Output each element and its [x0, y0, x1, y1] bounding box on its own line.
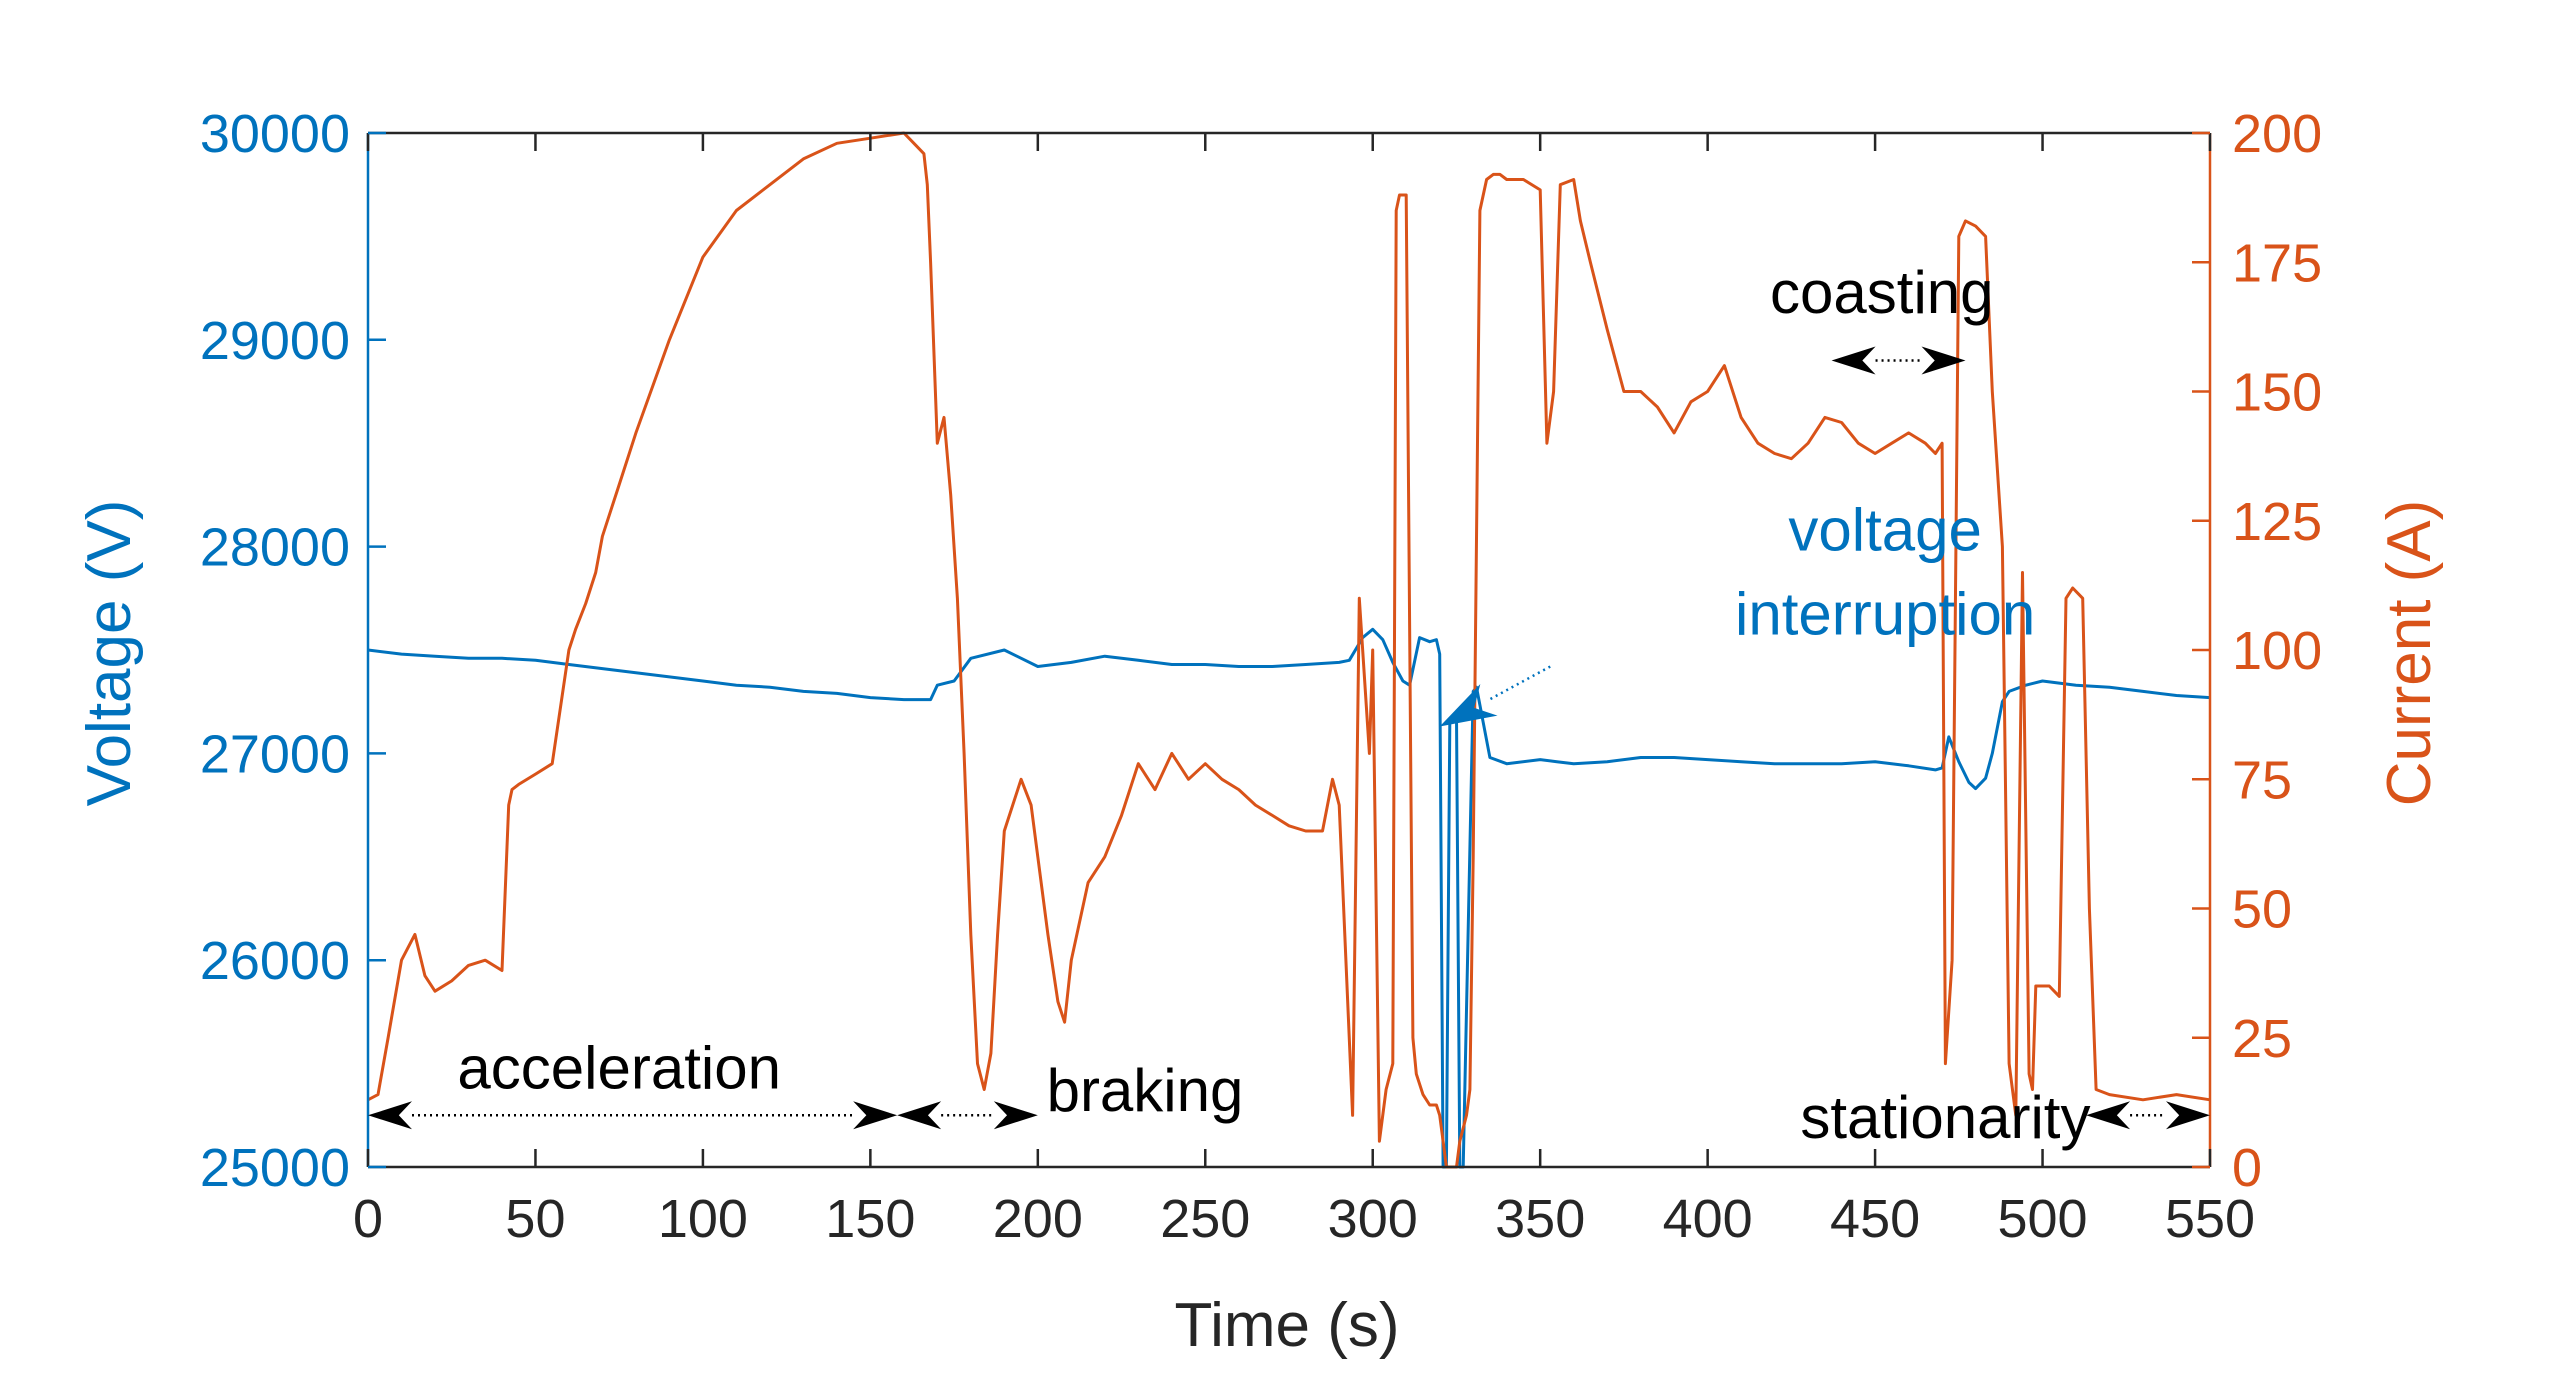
plot-area — [367, 131, 2211, 1169]
right-y-tick-label: 150 — [2232, 363, 2322, 423]
right-y-tick-label: 25 — [2232, 1009, 2292, 1069]
x-tick-label: 300 — [1328, 1189, 1418, 1249]
right-y-tick-label: 50 — [2232, 880, 2292, 940]
x-axis-label: Time (s) — [1175, 1291, 1400, 1360]
left-y-tick-label: 28000 — [200, 518, 350, 578]
coasting-arrow — [1831, 346, 1966, 375]
x-tick-label: 400 — [1663, 1189, 1753, 1249]
coasting-annotation-label: coasting — [1770, 259, 1993, 326]
x-tick-label: 0 — [353, 1189, 383, 1249]
stationarity-arrow — [2086, 1101, 2210, 1130]
voltage-interruption-arrow-head — [1439, 683, 1498, 727]
voltage-interruption-arrow — [1439, 665, 1551, 727]
right-y-axis-label: Current (A) — [2375, 500, 2444, 807]
acceleration-arrow-head-right — [853, 1101, 898, 1130]
x-tick-label: 450 — [1830, 1189, 1920, 1249]
braking-annotation-label: braking — [1047, 1057, 1244, 1124]
voltage-interruption-label-line: voltage — [1788, 497, 1981, 564]
x-tick-label: 250 — [1160, 1189, 1250, 1249]
left-y-tick-label: 25000 — [200, 1138, 350, 1198]
x-tick-label: 500 — [1997, 1189, 2087, 1249]
acceleration-arrow-head-left — [368, 1101, 412, 1130]
left-y-axis-label: Voltage (V) — [75, 500, 144, 807]
voltage-series-line — [367, 627, 2211, 1169]
x-tick-label: 100 — [658, 1189, 748, 1249]
right-y-tick-label: 200 — [2232, 104, 2322, 164]
braking-arrow-head-left — [897, 1101, 942, 1130]
stationarity-arrow-head-left — [2086, 1101, 2131, 1130]
braking-arrow — [897, 1101, 1038, 1130]
right-y-tick-label: 100 — [2232, 621, 2322, 681]
annotations: acceleration braking coasting stationarity v… — [368, 259, 2210, 1151]
right-y-tick-label: 125 — [2232, 492, 2322, 552]
stationarity-arrow-head-right — [2166, 1101, 2210, 1130]
right-y-tick-label: 0 — [2232, 1138, 2262, 1198]
axis-labels: Time (s) Voltage (V) Current (A) — [75, 500, 2444, 1360]
current-series-line — [367, 131, 2211, 1169]
voltage-interruption-label-line: interruption — [1735, 581, 2035, 648]
left-y-tick-label: 29000 — [200, 311, 350, 371]
x-tick-label: 200 — [993, 1189, 1083, 1249]
left-y-tick-label: 27000 — [200, 724, 350, 784]
left-y-tick-label: 30000 — [200, 104, 350, 164]
coasting-arrow-head-right — [1921, 346, 1966, 375]
stationarity-annotation-label: stationarity — [1800, 1084, 2090, 1151]
acceleration-arrow — [368, 1101, 898, 1130]
x-tick-label: 150 — [825, 1189, 915, 1249]
right-y-tick-label: 75 — [2232, 750, 2292, 810]
braking-arrow-head-right — [993, 1101, 1038, 1130]
axes: 0 50 100 150 200 250 300 350 400 450 500 5502500026… — [200, 104, 2322, 1249]
left-y-tick-label: 26000 — [200, 931, 350, 991]
x-tick-label: 550 — [2165, 1189, 2255, 1249]
acceleration-annotation-label: acceleration — [457, 1034, 781, 1101]
x-tick-label: 50 — [505, 1189, 565, 1249]
right-y-tick-label: 175 — [2232, 233, 2322, 293]
coasting-arrow-head-left — [1831, 346, 1876, 375]
x-tick-label: 350 — [1495, 1189, 1585, 1249]
